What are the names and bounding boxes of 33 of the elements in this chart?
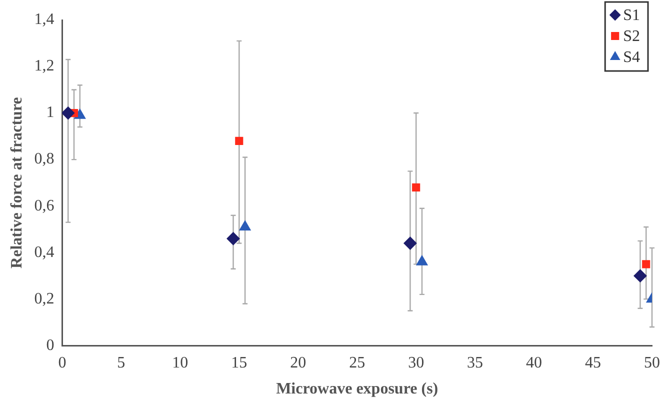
x-tick-label: 30 <box>408 354 424 372</box>
legend-label: S4 <box>623 49 640 66</box>
legend-label: S1 <box>623 7 640 24</box>
y-tick-label: 0,8 <box>34 150 54 168</box>
y-tick-label: 1,2 <box>34 58 54 75</box>
point <box>642 260 650 268</box>
point <box>239 220 251 230</box>
y-tick-label: 1,4 <box>34 11 54 28</box>
point <box>412 183 420 192</box>
x-tick-label: 25 <box>349 354 366 372</box>
x-tick-label: 35 <box>467 354 484 372</box>
legend-label: S2 <box>623 28 640 46</box>
point <box>634 269 647 282</box>
point <box>404 236 417 250</box>
x-tick-label: 20 <box>290 354 306 372</box>
point <box>62 106 75 120</box>
x-tick-label: 40 <box>526 354 542 372</box>
y-tick-label: 0 <box>46 336 54 354</box>
point <box>416 255 428 266</box>
x-tick-label: 5 <box>117 354 126 372</box>
x-tick-label: 45 <box>585 354 602 372</box>
y-tick-label: 1 <box>46 104 54 122</box>
y-tick-label: 0,6 <box>34 197 54 214</box>
y-tick-label: 0,4 <box>34 244 54 261</box>
point <box>226 232 240 246</box>
y-axis-title: Relative force at fracture <box>8 97 26 268</box>
x-tick-label: 15 <box>231 354 248 372</box>
point <box>235 136 244 145</box>
x-tick-label: 0 <box>58 354 66 372</box>
y-tick-label: 0,2 <box>34 290 54 308</box>
x-tick-label: 50 <box>644 354 660 372</box>
x-tick-label: 10 <box>172 354 188 372</box>
x-axis-title: Microwave exposure (s) <box>276 380 438 398</box>
